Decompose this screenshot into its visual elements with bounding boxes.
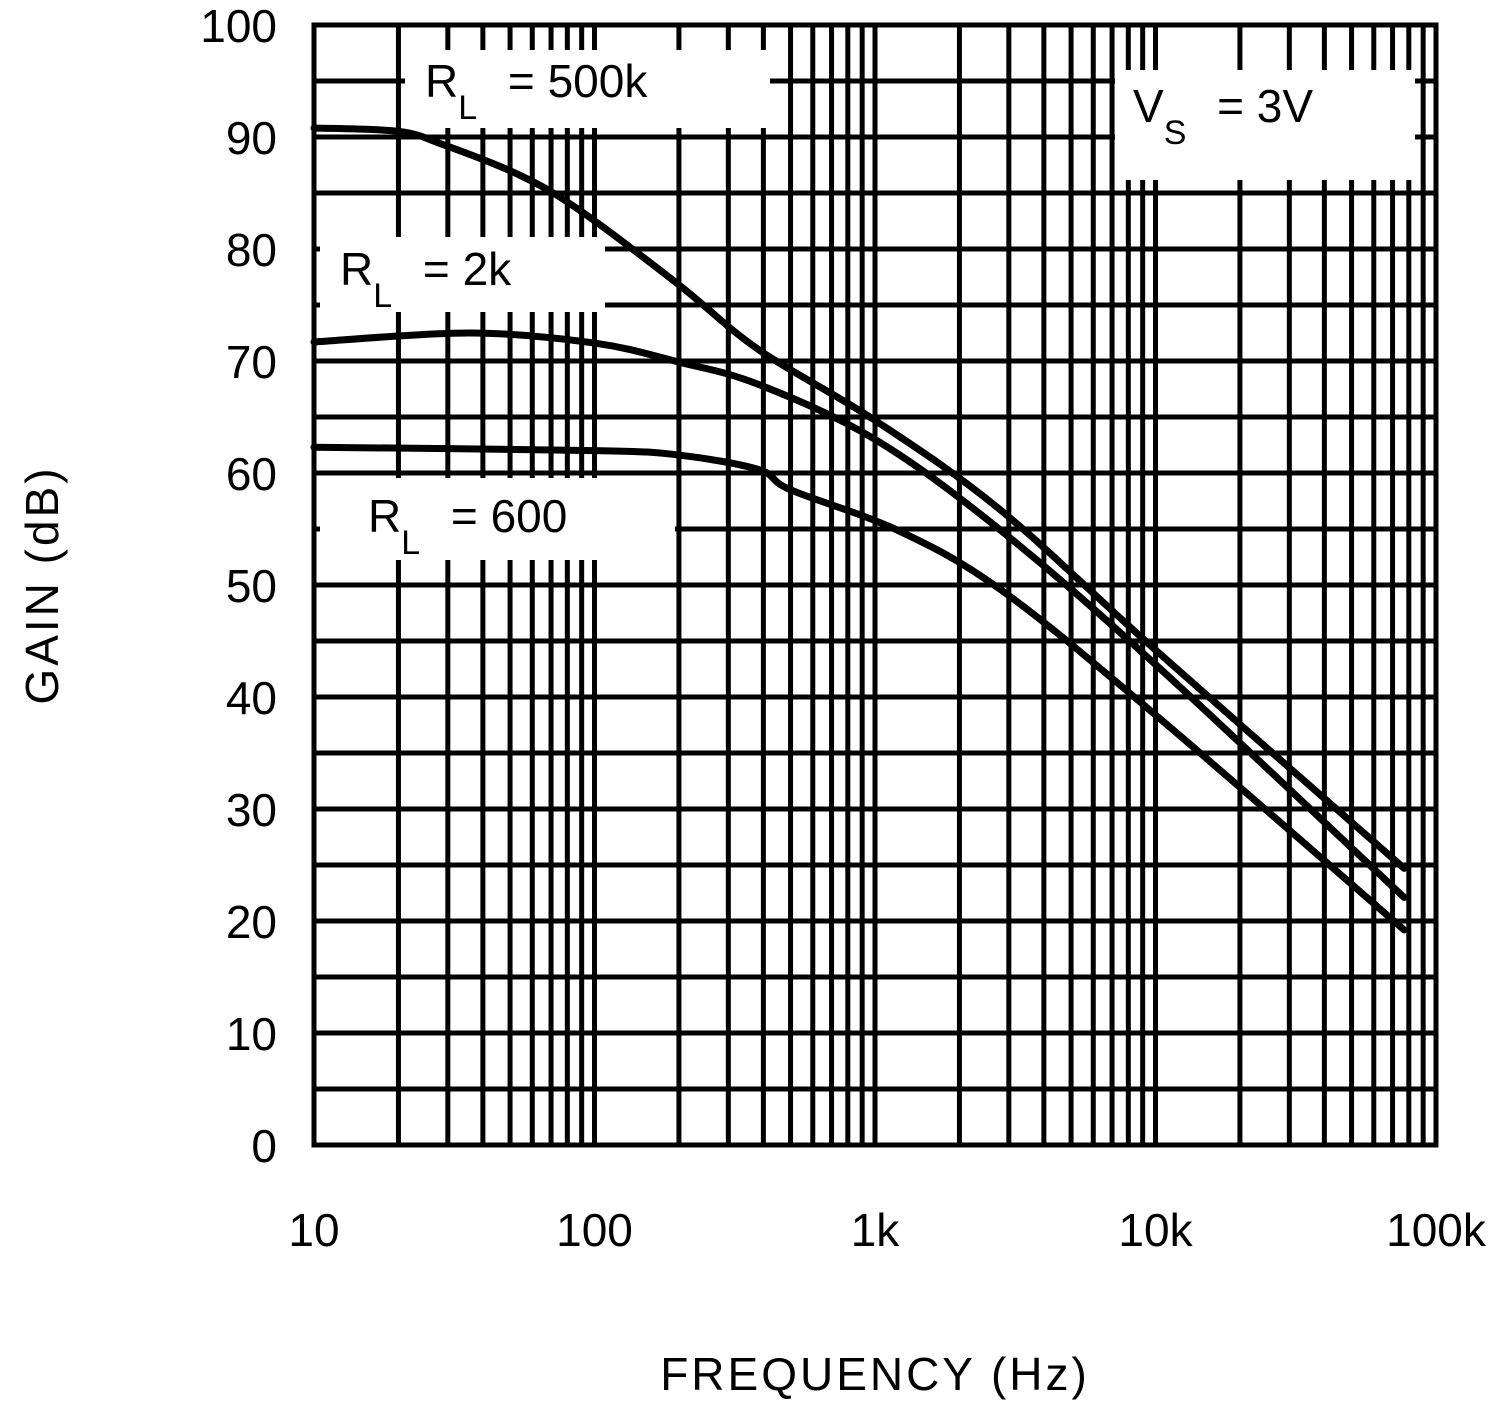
y-tick-label: 50 [226, 560, 277, 612]
y-tick-label: 90 [226, 112, 277, 164]
annotation-symbol: R [368, 490, 401, 542]
plot-frame [311, 22, 1439, 1148]
annotation-subscript: L [401, 524, 420, 562]
annotation-symbol: R [340, 243, 373, 295]
y-tick-label: 60 [226, 448, 277, 500]
annotation-value: = 600 [438, 490, 567, 542]
grid [311, 22, 1436, 1148]
series-line-0 [310, 124, 1408, 872]
x-axis-title: FREQUENCY (Hz) [660, 1348, 1090, 1400]
annotation-rl500k: RL = 500k [425, 55, 648, 127]
x-tick-labels: 10 100 1k 10k 100k [288, 1204, 1486, 1256]
y-axis-title: GAIN (dB) [16, 465, 68, 704]
annotation-rl2k: RL = 2k [340, 243, 512, 315]
label-box-rl500k [405, 50, 770, 128]
series-line-2 [310, 443, 1408, 934]
annotation-subscript: L [373, 277, 392, 315]
y-tick-label: 80 [226, 224, 277, 276]
curves [310, 124, 1408, 934]
label-box-vs [1115, 70, 1415, 180]
y-tick-label: 30 [226, 784, 277, 836]
annotation-subscript: L [458, 89, 477, 127]
annotation-boxes [320, 50, 1415, 560]
annotation-symbol: V [1133, 80, 1164, 132]
x-tick-label: 100k [1386, 1204, 1487, 1256]
label-box-rl2k [320, 237, 605, 312]
x-tick-label: 10 [288, 1204, 339, 1256]
x-tick-label: 10k [1118, 1204, 1193, 1256]
y-tick-label: 0 [251, 1120, 277, 1172]
label-box-rl600 [320, 478, 675, 560]
y-tick-label: 10 [226, 1008, 277, 1060]
x-tick-label: 1k [851, 1204, 901, 1256]
y-tick-label: 100 [200, 0, 277, 52]
series-line-1 [310, 329, 1408, 901]
annotation-symbol: R [425, 55, 458, 107]
y-tick-label: 40 [226, 672, 277, 724]
y-tick-label: 20 [226, 896, 277, 948]
y-tick-labels: 0 10 20 30 40 50 60 70 80 90 100 [200, 0, 277, 1172]
annotation-value: = 3V [1204, 80, 1313, 132]
x-tick-label: 100 [556, 1204, 633, 1256]
y-tick-label: 70 [226, 336, 277, 388]
annotation-rl600: RL = 600 [368, 490, 567, 562]
annotation-subscript: S [1164, 114, 1187, 152]
annotation-value: = 500k [495, 55, 648, 107]
annotation-vs: VS = 3V [1133, 80, 1313, 152]
annotation-value: = 2k [410, 243, 512, 295]
